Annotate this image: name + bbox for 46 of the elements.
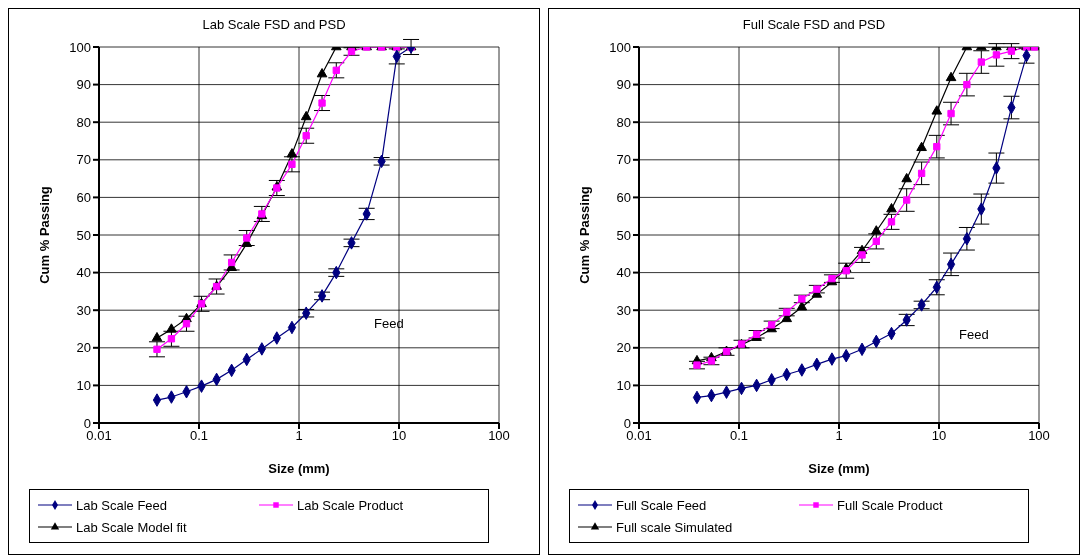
legend-label: Full Scale Feed xyxy=(616,497,707,513)
x-tick-label: 100 xyxy=(1028,428,1050,444)
legend-label: Lab Scale Model fit xyxy=(76,519,187,535)
x-axis-title: Size (mm) xyxy=(268,461,330,476)
annotation: Feed xyxy=(374,316,404,331)
y-tick-label: 30 xyxy=(76,302,91,318)
y-tick-label: 40 xyxy=(76,265,91,281)
y-tick-label: 20 xyxy=(76,340,91,356)
y-tick-label: 10 xyxy=(76,378,91,394)
y-tick-label: 70 xyxy=(76,152,91,168)
y-tick-label: 80 xyxy=(616,114,631,130)
y-tick-label: 100 xyxy=(609,39,631,55)
y-tick-label: 10 xyxy=(616,378,631,394)
y-tick-label: 80 xyxy=(76,114,91,130)
y-tick-label: 50 xyxy=(616,227,631,243)
y-tick-label: 20 xyxy=(616,340,631,356)
y-tick-label: 40 xyxy=(616,265,631,281)
y-tick-label: 30 xyxy=(616,302,631,318)
y-axis-title: Cum % Passing xyxy=(576,186,592,284)
x-tick-label: 0.01 xyxy=(626,428,652,444)
y-tick-label: 70 xyxy=(616,152,631,168)
x-axis-title: Size (mm) xyxy=(808,461,870,476)
y-tick-label: 90 xyxy=(76,77,91,93)
x-tick-label: 10 xyxy=(391,428,407,444)
y-axis-title: Cum % Passing xyxy=(36,186,52,284)
chart-title: Lab Scale FSD and PSD xyxy=(201,17,347,34)
legend-label: Lab Scale Feed xyxy=(76,497,168,513)
x-tick-label: 0.1 xyxy=(729,428,749,444)
y-tick-label: 60 xyxy=(76,190,91,206)
y-tick-label: 100 xyxy=(69,39,91,55)
x-tick-label: 0.01 xyxy=(86,428,112,444)
legend-label: Full scale Simulated xyxy=(616,519,733,535)
legend-label: Full Scale Product xyxy=(837,497,943,513)
y-tick-label: 60 xyxy=(616,190,631,206)
x-tick-label: 0.1 xyxy=(189,428,209,444)
annotation: Feed xyxy=(959,327,989,342)
y-tick-label: 0 xyxy=(623,415,631,431)
y-tick-label: 90 xyxy=(616,77,631,93)
x-tick-label: 100 xyxy=(488,428,510,444)
chart-title: Full Scale FSD and PSD xyxy=(741,17,887,34)
x-tick-label: 10 xyxy=(931,428,947,444)
legend-label: Lab Scale Product xyxy=(297,497,404,513)
x-tick-label: 1 xyxy=(295,428,303,444)
y-tick-label: 0 xyxy=(83,415,91,431)
y-tick-label: 50 xyxy=(76,227,91,243)
x-tick-label: 1 xyxy=(835,428,843,444)
